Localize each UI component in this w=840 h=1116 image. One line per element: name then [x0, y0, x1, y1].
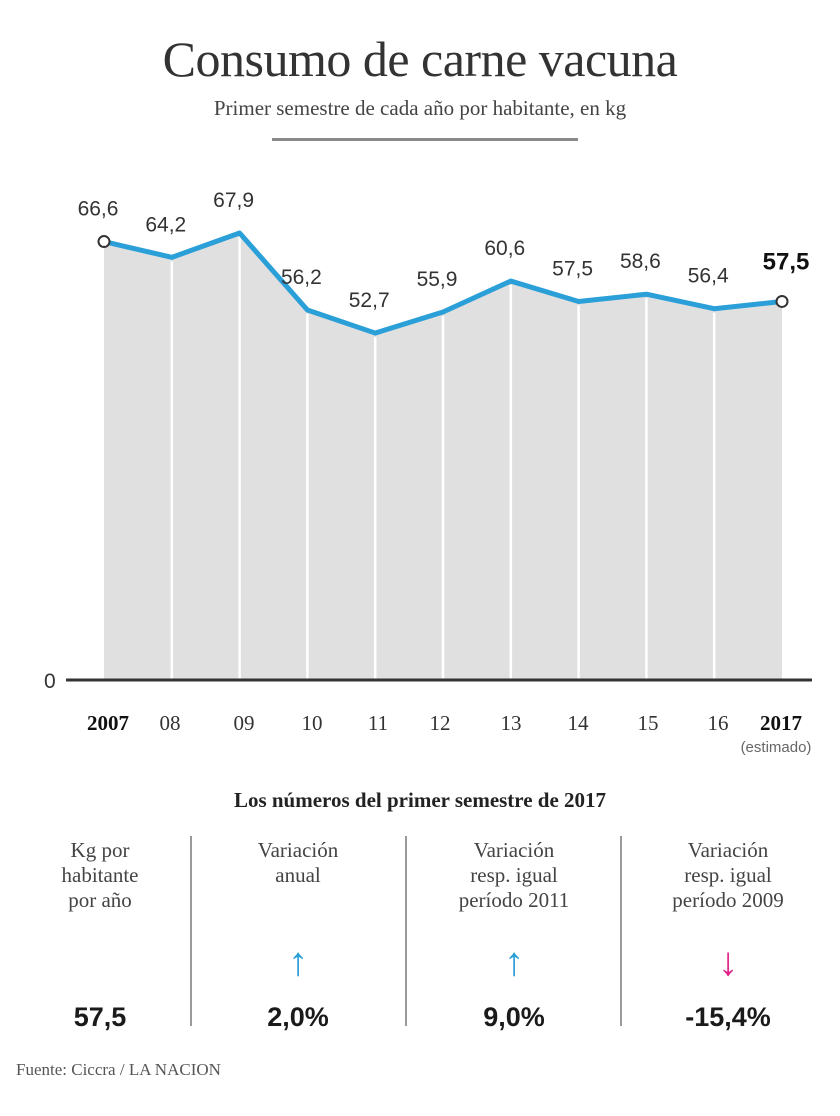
- data-label: 56,2: [281, 266, 322, 289]
- chart-title: Consumo de carne vacuna: [162, 31, 678, 87]
- stat-variation-2009: Variación resp. igual período 2009 ↓ -15…: [628, 830, 828, 1040]
- data-label: 58,6: [620, 250, 661, 273]
- data-label: 56,4: [688, 265, 729, 288]
- x-tick-label: 14: [568, 711, 590, 735]
- stat-annual-variation: Variación anual ↑ 2,0%: [198, 830, 398, 1040]
- data-point-marker: [97, 235, 111, 249]
- x-tick-label: 10: [302, 711, 323, 735]
- data-label: 60,6: [484, 237, 525, 260]
- data-label: 57,5: [763, 248, 810, 275]
- stat-value: -15,4%: [685, 1002, 771, 1032]
- source-note: Fuente: Ciccra / LA NACION: [16, 1060, 221, 1079]
- x-tick-label: 11: [368, 711, 388, 735]
- stat-value: 57,5: [73, 1002, 127, 1032]
- x-tick-label: 15: [638, 711, 659, 735]
- stat-value: 9,0%: [483, 1002, 545, 1032]
- data-label: 57,5: [552, 257, 593, 280]
- x-tick-label: 12: [430, 711, 451, 735]
- x-tick-label: 2017: [760, 711, 802, 735]
- beef-consumption-chart: 0 66,6 64,2 67,9 56,2 52,7 55,9 60,6 57,5 58,6 56,…: [44, 189, 812, 756]
- y-axis-zero-label: 0: [44, 670, 56, 693]
- stat-value: 2,0%: [267, 1002, 329, 1032]
- stat-divider: [190, 836, 192, 1026]
- data-label: 52,7: [349, 289, 390, 312]
- x-tick-label: 16: [708, 711, 729, 735]
- series-line: [101, 230, 785, 336]
- x-tick-label: 13: [501, 711, 522, 735]
- stat-label: Kg por habitante por año: [61, 838, 139, 912]
- data-label: 67,9: [213, 189, 254, 212]
- title-rule: [272, 138, 578, 141]
- stat-label: Variación anual: [257, 838, 339, 887]
- data-point-marker: [775, 294, 789, 308]
- data-label: 64,2: [145, 213, 186, 236]
- data-label: 55,9: [417, 268, 458, 291]
- stat-divider: [405, 836, 407, 1026]
- stats-panel: Kg por habitante por año 57,5 Variación …: [0, 830, 840, 1040]
- stat-label: Variación resp. igual período 2009: [672, 838, 784, 912]
- estimated-note: (estimado): [741, 739, 812, 756]
- stat-variation-2011: Variación resp. igual período 2011 ↑ 9,0…: [414, 830, 614, 1040]
- stats-title: Los números del primer semestre de 2017: [233, 788, 607, 812]
- x-tick-label: 2007: [87, 711, 129, 735]
- arrow-up-icon: ↑: [288, 940, 308, 984]
- x-tick-label: 08: [160, 711, 181, 735]
- arrow-up-icon: ↑: [504, 940, 524, 984]
- stat-label: Variación resp. igual período 2011: [458, 838, 570, 912]
- x-tick-label: 09: [234, 711, 255, 735]
- stat-kg-per-capita: Kg por habitante por año 57,5: [0, 830, 200, 1040]
- stat-divider: [620, 836, 622, 1026]
- chart-subtitle: Primer semestre de cada año por habitant…: [213, 96, 627, 120]
- data-label: 66,6: [78, 198, 119, 221]
- arrow-down-icon: ↓: [718, 940, 738, 984]
